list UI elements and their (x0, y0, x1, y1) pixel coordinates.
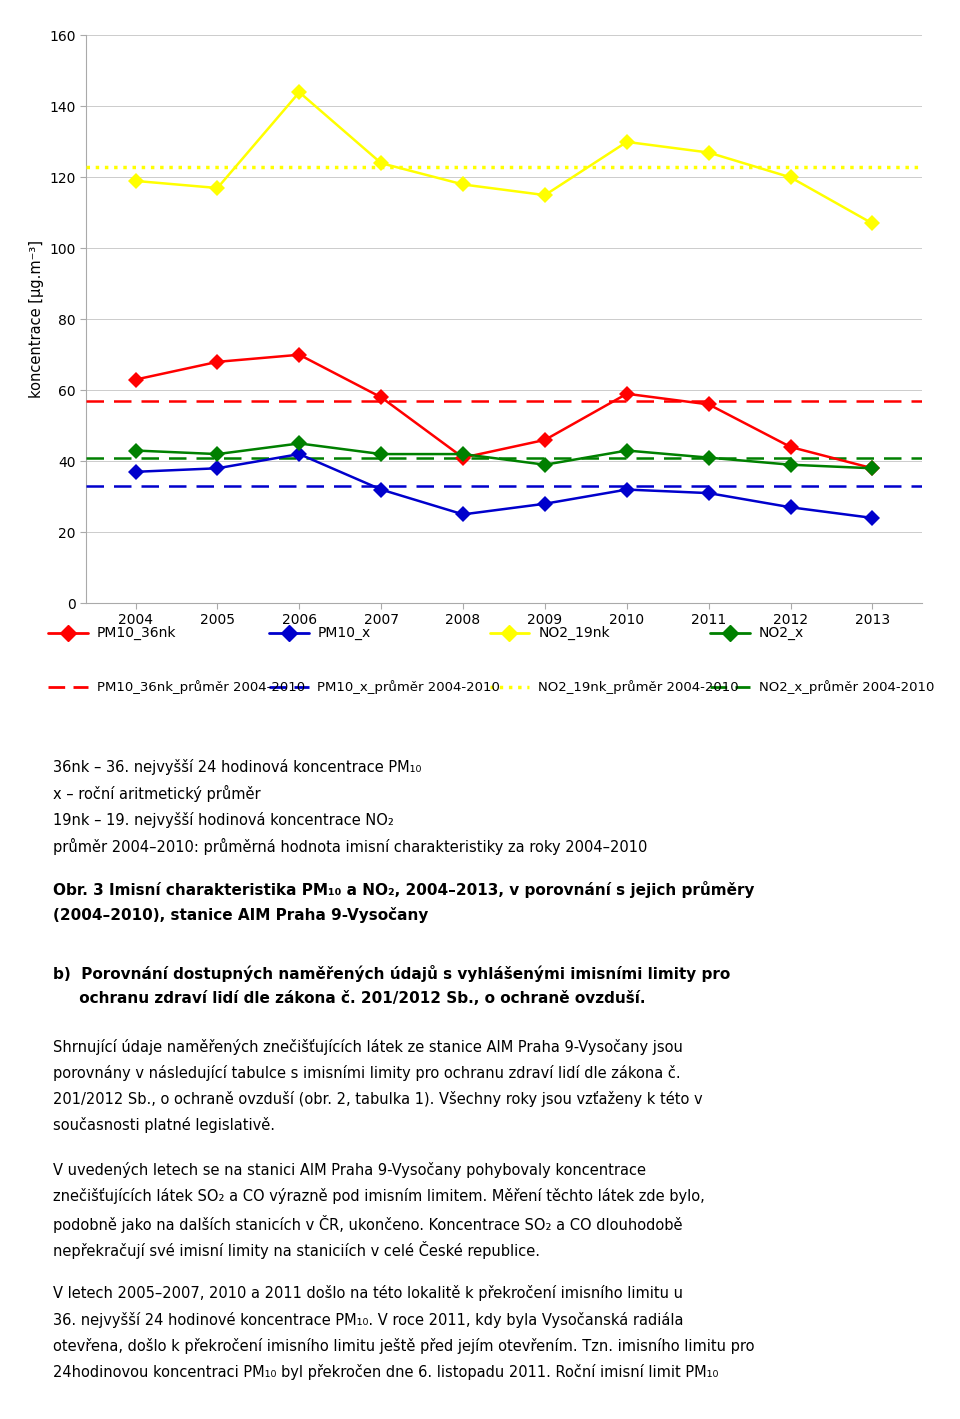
Text: podobně jako na dalších stanicích v ČR, ukončeno. Koncentrace SO₂ a CO dlouhodob: podobně jako na dalších stanicích v ČR, … (53, 1215, 683, 1233)
Text: b)  Porovnání dostupných naměřených údajů s vyhlášenými imisními limity pro: b) Porovnání dostupných naměřených údajů… (53, 965, 730, 982)
Text: PM10_x_průměr 2004-2010: PM10_x_průměr 2004-2010 (318, 680, 500, 694)
Text: (2004–2010), stanice AIM Praha 9-Vysočany: (2004–2010), stanice AIM Praha 9-Vysočan… (53, 908, 428, 924)
Text: nepřekračují své imisní limity na staniciích v celé České republice.: nepřekračují své imisní limity na stanic… (53, 1240, 540, 1259)
Text: otevřena, došlo k překročení imisního limitu ještě před jejím otevřením. Tzn. im: otevřena, došlo k překročení imisního li… (53, 1338, 755, 1354)
Text: NO2_x_průměr 2004-2010: NO2_x_průměr 2004-2010 (759, 680, 934, 694)
Text: x – roční aritmetický průměr: x – roční aritmetický průměr (53, 786, 260, 802)
Text: NO2_19nk: NO2_19nk (539, 626, 610, 640)
Text: PM10_36nk_průměr 2004-2010: PM10_36nk_průměr 2004-2010 (97, 680, 304, 694)
Text: PM10_x: PM10_x (318, 626, 371, 640)
Text: Shrnující údaje naměřených znečišťujících látek ze stanice AIM Praha 9-Vysočany : Shrnující údaje naměřených znečišťujícíc… (53, 1039, 683, 1054)
Text: 201/2012 Sb., o ochraně ovzduší (obr. 2, tabulka 1). Všechny roky jsou vzťaženy : 201/2012 Sb., o ochraně ovzduší (obr. 2,… (53, 1091, 703, 1107)
Text: současnosti platné legislativě.: současnosti platné legislativě. (53, 1118, 275, 1134)
Y-axis label: koncentrace [μg.m⁻³]: koncentrace [μg.m⁻³] (29, 240, 44, 399)
Text: NO2_x: NO2_x (759, 626, 804, 640)
Text: V letech 2005–2007, 2010 a 2011 došlo na této lokalitě k překročení imisního lim: V letech 2005–2007, 2010 a 2011 došlo na… (53, 1286, 683, 1301)
Text: porovnány v následující tabulce s imisními limity pro ochranu zdraví lidí dle zá: porovnány v následující tabulce s imisní… (53, 1064, 681, 1081)
Text: 24hodinovou koncentraci PM₁₀ byl překročen dne 6. listopadu 2011. Roční imisní l: 24hodinovou koncentraci PM₁₀ byl překroč… (53, 1364, 718, 1381)
Text: NO2_19nk_průměr 2004-2010: NO2_19nk_průměr 2004-2010 (539, 680, 739, 694)
Text: průměr 2004–2010: průměrná hodnota imisní charakteristiky za roky 2004–2010: průměr 2004–2010: průměrná hodnota imisn… (53, 837, 647, 854)
Text: V uvedených letech se na stanici AIM Praha 9-Vysočany pohybovaly koncentrace: V uvedených letech se na stanici AIM Pra… (53, 1162, 646, 1178)
Text: Obr. 3 Imisní charakteristika PM₁₀ a NO₂, 2004–2013, v porovnání s jejich průměr: Obr. 3 Imisní charakteristika PM₁₀ a NO₂… (53, 881, 755, 898)
Text: PM10_36nk: PM10_36nk (97, 626, 176, 640)
Text: znečišťujících látek SO₂ a CO výrazně pod imisním limitem. Měření těchto látek z: znečišťujících látek SO₂ a CO výrazně po… (53, 1188, 705, 1205)
Text: 36. nejvyšší 24 hodinové koncentrace PM₁₀. V roce 2011, kdy byla Vysočanská radi: 36. nejvyšší 24 hodinové koncentrace PM₁… (53, 1311, 684, 1328)
Text: 36nk – 36. nejvyšší 24 hodinová koncentrace PM₁₀: 36nk – 36. nejvyšší 24 hodinová koncentr… (53, 759, 421, 775)
Text: 19nk – 19. nejvyšší hodinová koncentrace NO₂: 19nk – 19. nejvyšší hodinová koncentrace… (53, 812, 394, 827)
Text: ochranu zdraví lidí dle zákona č. 201/2012 Sb., o ochraně ovzduší.: ochranu zdraví lidí dle zákona č. 201/20… (53, 990, 645, 1006)
